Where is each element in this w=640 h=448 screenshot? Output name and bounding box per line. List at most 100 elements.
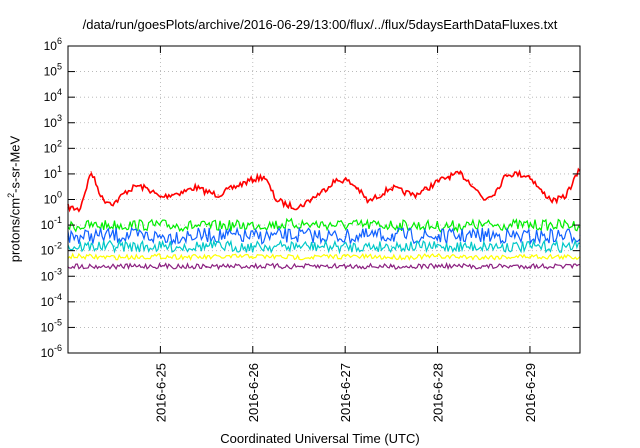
series-1-point (159, 196, 161, 199)
series-1-point (90, 171, 92, 173)
series-1-point (113, 202, 115, 205)
series-5-point (298, 256, 300, 258)
series-2-point (436, 225, 439, 227)
series-1-point (136, 184, 138, 187)
series-4-point (298, 245, 300, 247)
y-tick-label: 103 (44, 113, 62, 130)
x-axis-label: Coordinated Universal Time (UTC) (220, 431, 420, 446)
series-line-3 (67, 226, 581, 246)
series-3-point (113, 234, 115, 236)
series-2-point (252, 224, 254, 226)
series-5-point (113, 256, 115, 258)
series-5-point (390, 256, 392, 258)
series-1-point (148, 188, 150, 190)
y-tick-label: 10-3 (41, 266, 62, 283)
x-axis-ticks: 2016-6-25 2016-6-26 2016-6-27 2016-6-28 2016… (153, 46, 538, 422)
series-1-point (402, 191, 404, 193)
series-2-point (390, 224, 392, 226)
x-tick-label: 2016-6-29 (523, 363, 538, 422)
y-tick-label: 10-1 (41, 215, 62, 232)
chart-title: /data/run/goesPlots/archive/2016-06-29/1… (82, 17, 558, 32)
y-tick-label: 10-5 (41, 317, 62, 334)
series-3-point (436, 236, 439, 238)
series-6-point (390, 265, 392, 268)
series-1-point (564, 196, 566, 199)
series-6-point (205, 265, 208, 268)
series-4-point (159, 246, 161, 248)
series-1-point (483, 198, 485, 201)
series-1-point (367, 201, 369, 203)
x-tick-label: 2016-6-27 (338, 363, 353, 422)
y-tick-label: 10-4 (41, 292, 62, 309)
y-axis-label-post: -s-sr-MeV (7, 135, 23, 193)
series-3-point (298, 234, 300, 236)
series-1-point (286, 204, 289, 206)
series-3-point (344, 236, 346, 238)
y-tick-label: 100 (44, 190, 62, 207)
y-tick-label: 104 (44, 87, 62, 104)
series-5-point (252, 255, 254, 257)
y-tick-label: 102 (44, 138, 62, 155)
series-1-point (240, 183, 242, 185)
y-tick-label: 10-6 (41, 343, 62, 360)
series-4-point (529, 246, 531, 248)
series-1-point (205, 191, 208, 193)
series-6-point (344, 265, 346, 267)
series-3-point (529, 236, 531, 238)
series-1-point (425, 188, 427, 190)
y-tick-label: 10-2 (41, 241, 62, 258)
series-line-1 (67, 167, 581, 213)
series-1-point (529, 175, 531, 177)
series-1-point (436, 181, 439, 183)
series-2-point (529, 224, 531, 226)
y-tick-label: 101 (44, 164, 62, 181)
series-2-point (298, 223, 300, 225)
series-2-point (159, 224, 161, 226)
series-1-point (344, 178, 346, 181)
series-4-point (252, 246, 254, 248)
series-1-point (263, 175, 265, 177)
series-4-point (436, 246, 439, 248)
series-1-point (102, 198, 104, 201)
series-1-point (229, 188, 231, 190)
series-5-point (436, 255, 439, 257)
series-5-point (529, 255, 531, 257)
series-1-point (298, 206, 300, 208)
y-axis-label-pre: protons/cm (7, 197, 23, 263)
series-1-point (356, 186, 358, 188)
series-6-point (252, 265, 254, 267)
series-1-point (460, 173, 462, 175)
series-5-point (159, 255, 161, 257)
series-1-point (552, 200, 554, 202)
series-1-point (471, 183, 473, 185)
series-1-point (506, 173, 508, 175)
series-3-point (483, 234, 485, 236)
series-1-point (125, 191, 127, 193)
series-1-point (321, 191, 323, 193)
series-6-point (298, 265, 300, 268)
series-5-point (205, 256, 208, 258)
series-1-point (448, 175, 450, 177)
series-1-point (390, 186, 392, 188)
series-2-point (205, 225, 208, 227)
series-2-point (344, 224, 346, 226)
series-1-point (217, 194, 219, 196)
series-1-point (333, 181, 335, 183)
series-6-point (529, 265, 531, 267)
series-4-point (113, 245, 115, 247)
series-line-5 (67, 252, 581, 261)
series-3-point (252, 236, 254, 238)
series-1-point (275, 198, 277, 201)
series-line-2 (67, 217, 581, 234)
series-1-point (494, 191, 496, 193)
x-tick-label: 2016-6-25 (153, 363, 168, 422)
series-1-point (252, 178, 254, 181)
series-6-point (159, 265, 161, 267)
series-1-point (182, 191, 185, 193)
series-group (67, 167, 581, 271)
series-6-point (436, 265, 439, 267)
series-1-point (78, 209, 81, 211)
y-tick-label: 106 (44, 36, 62, 53)
grid (68, 46, 580, 353)
